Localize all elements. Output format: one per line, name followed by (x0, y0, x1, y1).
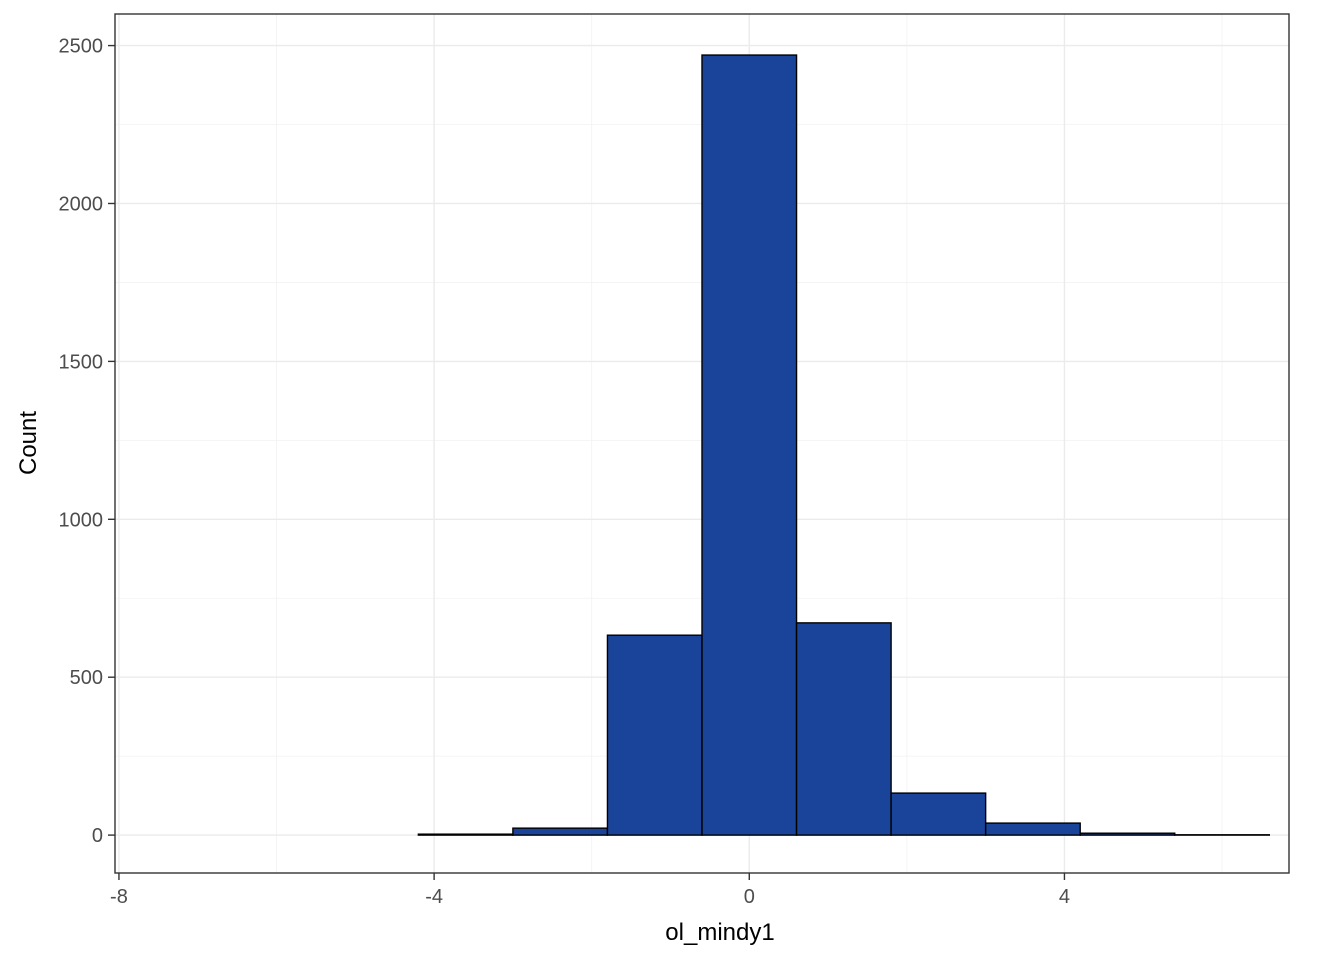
plot-panel-border (114, 13, 1290, 874)
histogram-bar (984, 822, 1081, 836)
y-tick-label: 500 (70, 667, 103, 689)
histogram-bar (417, 833, 514, 836)
y-tick-label: 1500 (59, 351, 104, 373)
histogram-bars (417, 54, 1271, 836)
x-axis-title: ol_mindy1 (665, 919, 774, 946)
y-tick-label: 0 (92, 825, 103, 847)
x-tick-label: 4 (1059, 886, 1070, 908)
y-axis: 0 500 1000 1500 2000 2500 (59, 36, 115, 847)
x-tick-label: -4 (425, 886, 443, 908)
x-tick-label: -8 (110, 886, 128, 908)
y-tick-label: 1000 (59, 509, 104, 531)
histogram-bar (512, 827, 609, 836)
y-tick-label: 2000 (59, 193, 104, 215)
histogram-bar (606, 634, 703, 836)
histogram-bar (890, 792, 987, 836)
x-tick-label: 0 (744, 886, 755, 908)
histogram-bar (795, 622, 892, 836)
y-axis-title: Count (15, 411, 42, 475)
histogram-bar (1079, 832, 1176, 836)
histogram-bar (701, 54, 798, 836)
y-tick-label: 2500 (59, 36, 104, 58)
x-axis: -8 -4 0 4 (110, 873, 1070, 908)
